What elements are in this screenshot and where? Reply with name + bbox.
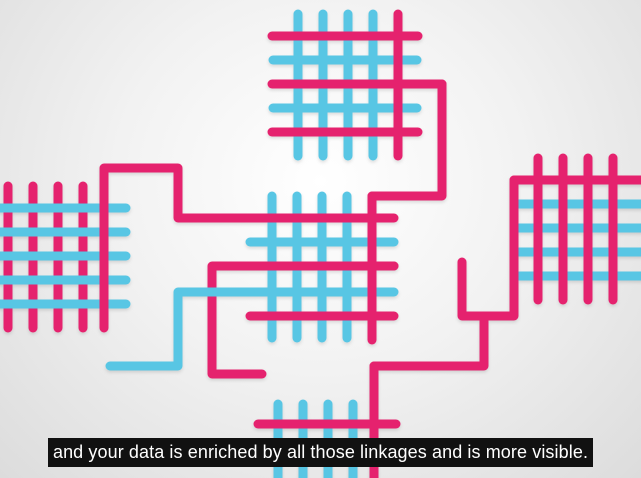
bottom-grid-blue-lines: [273, 399, 358, 478]
right-grid: [509, 153, 641, 305]
link-bottom-to-right: [479, 175, 519, 321]
bottom-grid: [253, 361, 401, 478]
right-grid-pink-lines: [509, 153, 641, 305]
link-left-to-center: [99, 163, 255, 333]
right-grid-blue-lines: [509, 199, 641, 281]
link-top-to-center: [367, 79, 447, 201]
top-grid-pink-lines: [267, 9, 447, 161]
link-blue-left-to-center: [105, 287, 255, 371]
center-grid: [245, 191, 399, 345]
top-grid: [267, 9, 447, 161]
left-grid: [0, 181, 131, 333]
connector-links: [99, 79, 519, 379]
link-center-loop: [207, 261, 267, 379]
